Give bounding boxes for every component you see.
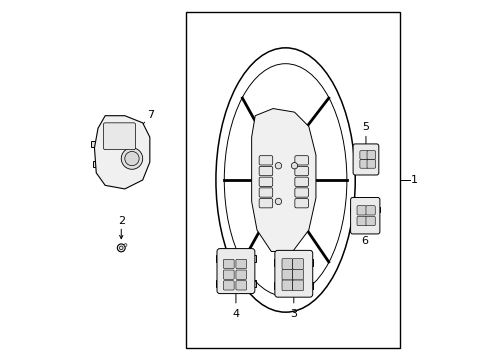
- FancyBboxPatch shape: [223, 259, 234, 269]
- FancyBboxPatch shape: [366, 151, 375, 159]
- FancyBboxPatch shape: [294, 156, 308, 165]
- FancyBboxPatch shape: [216, 255, 220, 262]
- Polygon shape: [94, 116, 149, 189]
- Ellipse shape: [117, 244, 125, 252]
- Text: 2: 2: [118, 216, 124, 226]
- FancyBboxPatch shape: [223, 270, 234, 279]
- FancyBboxPatch shape: [235, 270, 246, 279]
- FancyBboxPatch shape: [349, 207, 353, 212]
- FancyBboxPatch shape: [274, 282, 278, 289]
- FancyBboxPatch shape: [294, 188, 308, 197]
- Text: 1: 1: [410, 175, 417, 185]
- FancyBboxPatch shape: [365, 206, 374, 215]
- FancyBboxPatch shape: [136, 136, 145, 142]
- Text: 4: 4: [232, 309, 239, 319]
- FancyBboxPatch shape: [282, 258, 292, 269]
- Ellipse shape: [124, 152, 139, 166]
- FancyBboxPatch shape: [274, 258, 278, 266]
- Text: 5: 5: [362, 122, 369, 132]
- Ellipse shape: [275, 162, 281, 169]
- Polygon shape: [251, 109, 315, 251]
- FancyBboxPatch shape: [259, 177, 272, 186]
- FancyBboxPatch shape: [308, 258, 313, 266]
- FancyBboxPatch shape: [294, 166, 308, 176]
- Text: 7: 7: [147, 110, 154, 120]
- FancyBboxPatch shape: [251, 255, 255, 262]
- FancyBboxPatch shape: [259, 156, 272, 165]
- Ellipse shape: [121, 148, 142, 169]
- FancyBboxPatch shape: [359, 159, 367, 168]
- FancyBboxPatch shape: [216, 280, 220, 287]
- FancyBboxPatch shape: [259, 166, 272, 176]
- FancyBboxPatch shape: [292, 258, 303, 269]
- Ellipse shape: [291, 162, 297, 169]
- FancyBboxPatch shape: [350, 198, 379, 234]
- FancyBboxPatch shape: [308, 282, 313, 289]
- FancyBboxPatch shape: [259, 199, 272, 208]
- FancyBboxPatch shape: [294, 177, 308, 186]
- FancyBboxPatch shape: [282, 280, 292, 291]
- FancyBboxPatch shape: [365, 216, 374, 226]
- FancyBboxPatch shape: [93, 161, 99, 167]
- FancyBboxPatch shape: [223, 281, 234, 290]
- FancyBboxPatch shape: [294, 199, 308, 208]
- Ellipse shape: [124, 244, 127, 247]
- Text: 3: 3: [290, 309, 297, 319]
- FancyBboxPatch shape: [125, 136, 134, 142]
- FancyBboxPatch shape: [274, 250, 312, 297]
- FancyBboxPatch shape: [251, 280, 255, 287]
- Ellipse shape: [275, 198, 281, 204]
- FancyBboxPatch shape: [91, 141, 97, 147]
- FancyBboxPatch shape: [292, 269, 303, 280]
- Text: 6: 6: [361, 236, 368, 246]
- FancyBboxPatch shape: [356, 216, 366, 226]
- FancyBboxPatch shape: [352, 144, 378, 175]
- FancyBboxPatch shape: [235, 259, 246, 269]
- FancyBboxPatch shape: [356, 206, 366, 215]
- FancyBboxPatch shape: [259, 188, 272, 197]
- FancyBboxPatch shape: [103, 123, 135, 150]
- FancyBboxPatch shape: [292, 280, 303, 291]
- FancyBboxPatch shape: [282, 269, 292, 280]
- FancyBboxPatch shape: [235, 281, 246, 290]
- FancyBboxPatch shape: [376, 207, 380, 212]
- FancyBboxPatch shape: [217, 249, 254, 294]
- FancyBboxPatch shape: [359, 151, 367, 159]
- FancyBboxPatch shape: [366, 159, 375, 168]
